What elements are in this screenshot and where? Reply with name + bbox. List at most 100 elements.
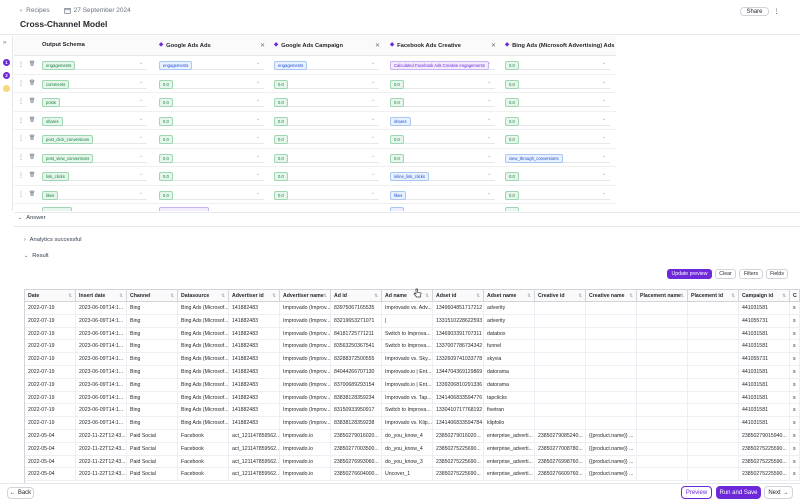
- schema-field-select[interactable]: engagements ⌄: [42, 60, 147, 70]
- breadcrumb-recipes[interactable]: Recipes: [26, 7, 50, 14]
- chevron-down-icon[interactable]: ⌄: [602, 189, 607, 196]
- sort-icon[interactable]: ⇅: [527, 293, 531, 298]
- result-toggle[interactable]: ⌄ Result: [24, 253, 49, 259]
- analytics-toggle[interactable]: › Analytics successful: [24, 237, 82, 243]
- sort-icon[interactable]: ⇅: [680, 293, 684, 298]
- mapping-field-select[interactable]: 0.0 ⌄: [274, 153, 379, 163]
- mapping-field-select[interactable]: 0.0 ⌄: [274, 134, 379, 144]
- chevron-down-icon[interactable]: ⌄: [487, 152, 492, 159]
- drag-handle-icon[interactable]: ⋮: [18, 173, 24, 179]
- sort-icon[interactable]: ⇅: [731, 293, 735, 298]
- sort-icon[interactable]: ⇅: [476, 293, 480, 298]
- chevron-down-icon[interactable]: ⌄: [371, 97, 376, 103]
- column-header[interactable]: Adset id ⇅: [433, 290, 484, 302]
- drag-handle-icon[interactable]: ⋮: [18, 80, 24, 87]
- chevron-down-icon[interactable]: ⌄: [371, 134, 376, 140]
- clear-button[interactable]: Clear: [715, 269, 736, 279]
- mapping-field-select[interactable]: view_through_conversions ⌄: [505, 153, 610, 163]
- schema-field-select[interactable]: post_view_conversions ⌄: [42, 153, 147, 163]
- schema-field-tag[interactable]: [42, 207, 72, 211]
- delete-icon[interactable]: 🗑: [29, 98, 36, 104]
- mapping-field-select[interactable]: 0.0 ⌄: [505, 79, 610, 89]
- step-3[interactable]: [3, 85, 10, 92]
- chevron-down-icon[interactable]: ⌄: [371, 171, 376, 177]
- chevron-down-icon[interactable]: ⌄: [487, 60, 492, 66]
- more-options-icon[interactable]: ⋮: [772, 7, 781, 16]
- column-header[interactable]: Channel ⇅: [127, 290, 178, 302]
- share-button[interactable]: Share: [740, 7, 769, 16]
- chevron-down-icon[interactable]: ⌄: [487, 189, 492, 196]
- delete-icon[interactable]: 🗑: [29, 135, 36, 141]
- sort-icon[interactable]: ⇅: [578, 293, 582, 298]
- column-header[interactable]: Date ⇅: [25, 290, 76, 302]
- column-header[interactable]: Advertiser id ⇅: [229, 290, 280, 302]
- mapped-field-tag[interactable]: [390, 207, 404, 211]
- run-and-save-button[interactable]: Run and Save: [716, 486, 761, 499]
- sort-icon[interactable]: ⇅: [68, 293, 72, 298]
- mapping-field-select[interactable]: 0.0 ⌄: [159, 97, 264, 107]
- mapping-field-select[interactable]: 0.0 ⌄: [390, 134, 495, 144]
- chevron-down-icon[interactable]: ⌄: [602, 78, 607, 85]
- mapping-field-select[interactable]: 0.0 ⌄: [505, 171, 610, 181]
- chevron-down-icon[interactable]: ⌄: [602, 134, 607, 140]
- mapped-field-tag[interactable]: [159, 207, 209, 211]
- chevron-down-icon[interactable]: ⌄: [487, 171, 492, 177]
- drag-handle-icon[interactable]: ⋮: [18, 117, 24, 124]
- drag-handle-icon[interactable]: ⋮: [18, 154, 24, 161]
- schema-field-select[interactable]: posts ⌄: [42, 97, 147, 107]
- delete-icon[interactable]: 🗑: [29, 116, 36, 123]
- chevron-down-icon[interactable]: ⌄: [256, 171, 261, 177]
- chevron-down-icon[interactable]: ⌄: [139, 60, 144, 66]
- column-header[interactable]: Insert date ⇅: [76, 290, 127, 302]
- column-header[interactable]: Placement id ⇅: [688, 290, 739, 302]
- mapped-field-tag[interactable]: [505, 207, 519, 211]
- mapping-field-select[interactable]: 0.0 ⌄: [159, 171, 264, 181]
- chevron-down-icon[interactable]: ⌄: [256, 152, 261, 159]
- column-header[interactable]: Ad name ⇅: [382, 290, 433, 302]
- chevron-down-icon[interactable]: ⌄: [371, 60, 376, 66]
- chevron-down-icon[interactable]: ⌄: [487, 134, 492, 140]
- column-header[interactable]: Creative id ⇅: [535, 290, 586, 302]
- column-header[interactable]: Ad id ⇅: [331, 290, 382, 302]
- mapping-field-select[interactable]: 0.0 ⌄: [274, 116, 379, 126]
- close-icon[interactable]: ✕: [491, 42, 496, 49]
- mapping-field-select[interactable]: 0.0 ⌄: [159, 116, 264, 126]
- mapping-field-select[interactable]: 0.0 ⌄: [390, 153, 495, 163]
- expand-icon[interactable]: »: [3, 40, 7, 46]
- drag-handle-icon[interactable]: ⋮: [18, 62, 24, 68]
- chevron-down-icon[interactable]: ⌄: [487, 115, 492, 122]
- sort-icon[interactable]: ⇅: [170, 293, 174, 298]
- chevron-down-icon[interactable]: ⌄: [139, 97, 144, 103]
- answer-toggle[interactable]: ⌄ Answer: [18, 215, 46, 221]
- chevron-down-icon[interactable]: ⌄: [256, 134, 261, 140]
- mapping-field-select[interactable]: 0.0 ⌄: [159, 190, 264, 200]
- chevron-down-icon[interactable]: ⌄: [256, 115, 261, 122]
- chevron-down-icon[interactable]: ⌄: [602, 115, 607, 122]
- schema-field-select[interactable]: likes ⌄: [42, 190, 147, 200]
- mapping-field-select[interactable]: inline_link_clicks ⌄: [390, 171, 495, 181]
- fields-button[interactable]: Fields: [766, 269, 788, 279]
- drag-handle-icon[interactable]: ⋮: [18, 99, 24, 105]
- sort-icon[interactable]: ⇅: [782, 293, 786, 298]
- chevron-down-icon[interactable]: ⌄: [602, 97, 607, 103]
- mapping-field-select[interactable]: 0.0 ⌄: [505, 190, 610, 200]
- chevron-left-icon[interactable]: ‹: [20, 7, 23, 14]
- column-header[interactable]: Adset name ⇅: [484, 290, 535, 302]
- mapping-field-select[interactable]: Calculated Facebook Ads Creative engagem…: [390, 60, 495, 70]
- mapping-field-select[interactable]: 0.0 ⌄: [390, 79, 495, 89]
- column-header[interactable]: Creative name ⇅: [586, 290, 637, 302]
- column-header[interactable]: Campaign id ⇅: [739, 290, 790, 302]
- delete-icon[interactable]: 🗑: [29, 172, 36, 178]
- next-button[interactable]: Next →: [764, 486, 793, 499]
- sort-icon[interactable]: ⇅: [323, 293, 327, 298]
- column-header[interactable]: Advertiser name ⇅: [280, 290, 331, 302]
- delete-icon[interactable]: 🗑: [29, 190, 36, 197]
- chevron-down-icon[interactable]: ⌄: [139, 152, 144, 159]
- delete-icon[interactable]: 🗑: [29, 153, 36, 160]
- chevron-down-icon[interactable]: ⌄: [371, 78, 376, 85]
- chevron-down-icon[interactable]: ⌄: [256, 78, 261, 85]
- chevron-down-icon[interactable]: ⌄: [487, 97, 492, 103]
- sort-icon[interactable]: ⇅: [272, 293, 276, 298]
- mapping-field-select[interactable]: 0.0 ⌄: [274, 171, 379, 181]
- mapping-field-select[interactable]: 0.0 ⌄: [390, 97, 495, 107]
